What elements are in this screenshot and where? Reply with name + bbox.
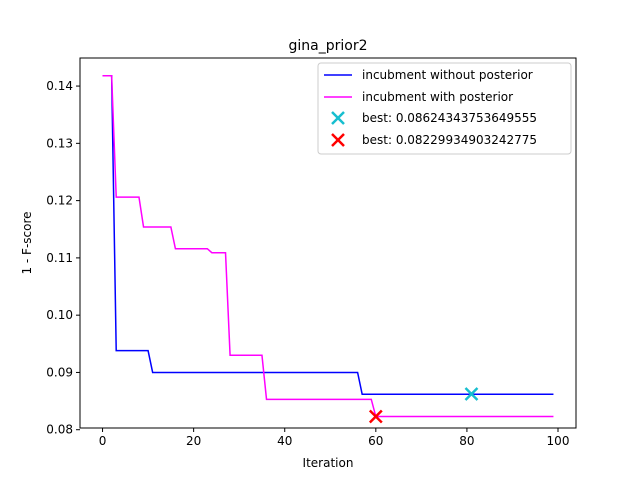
x-tick-label: 40 xyxy=(277,434,292,448)
chart-title: gina_prior2 xyxy=(289,38,368,54)
best-marker-2 xyxy=(368,409,383,424)
x-tick-label: 20 xyxy=(186,434,201,448)
legend-label-2: incubment with posterior xyxy=(362,90,513,104)
y-tick-label: 0.13 xyxy=(46,136,73,150)
y-axis-label: 1 - F-score xyxy=(20,211,34,274)
legend: incubment without posterior incubment wit… xyxy=(317,62,572,155)
axes-frame xyxy=(79,57,577,429)
x-tick-label: 60 xyxy=(368,434,383,448)
legend-box xyxy=(317,62,572,155)
y-tick-label: 0.08 xyxy=(46,423,73,437)
y-tick-label: 0.11 xyxy=(46,251,73,265)
x-axis-label: Iteration xyxy=(303,456,354,470)
series-line-2 xyxy=(102,75,554,418)
y-tick-label: 0.10 xyxy=(46,308,73,322)
plot-area: 0 20 40 60 80 100 0.08 0.09 0.10 0.11 0.12 0.13 0.14 xyxy=(46,75,570,448)
legend-marker-2 xyxy=(331,133,345,147)
best-marker-1 xyxy=(464,387,479,401)
y-tick-label: 0.14 xyxy=(46,79,73,93)
y-tick-label: 0.12 xyxy=(46,194,73,208)
y-tick-label: 0.09 xyxy=(46,365,73,379)
x-tick-label: 100 xyxy=(547,434,570,448)
legend-best-label-2: best: 0.08229934903242775 xyxy=(362,133,537,147)
x-tick-label: 80 xyxy=(459,434,474,448)
legend-marker-1 xyxy=(331,111,345,125)
x-tick-label: 0 xyxy=(99,434,107,448)
legend-label-1: incubment without posterior xyxy=(362,68,533,82)
legend-best-label-1: best: 0.08624343753649555 xyxy=(362,111,537,125)
